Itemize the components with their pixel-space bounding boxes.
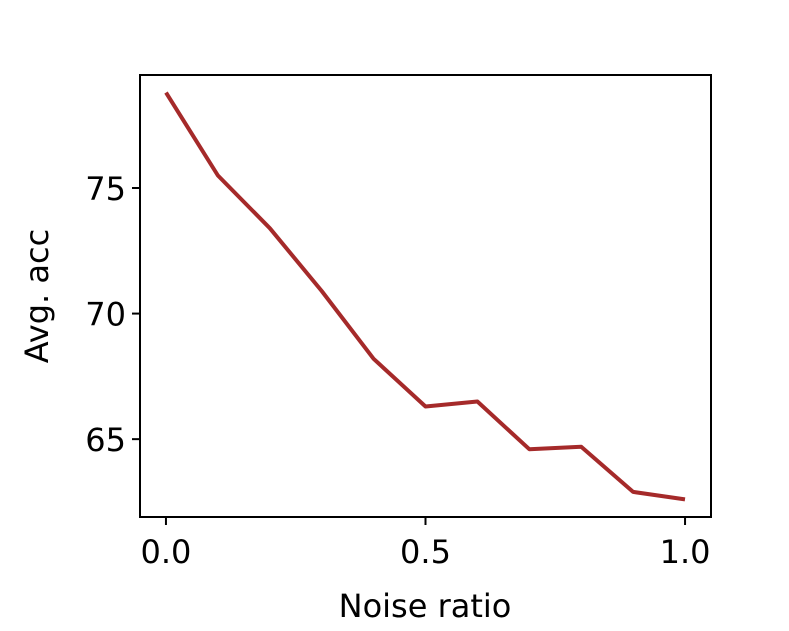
y-axis-label: Avg. acc — [18, 229, 56, 363]
x-axis-label: Noise ratio — [339, 587, 512, 625]
y-tick-label: 70 — [85, 296, 126, 334]
series-line — [164, 91, 686, 502]
y-tick-label: 75 — [85, 170, 126, 208]
x-tick-label: 0.0 — [141, 533, 192, 571]
x-tick-label: 0.5 — [400, 533, 451, 571]
x-tick-label: 1.0 — [660, 533, 711, 571]
y-tick-label: 65 — [85, 421, 126, 459]
plot-frame — [139, 74, 712, 518]
axis-ticks: 0.0 0.5 1.0 65 70 75 — [85, 170, 710, 571]
